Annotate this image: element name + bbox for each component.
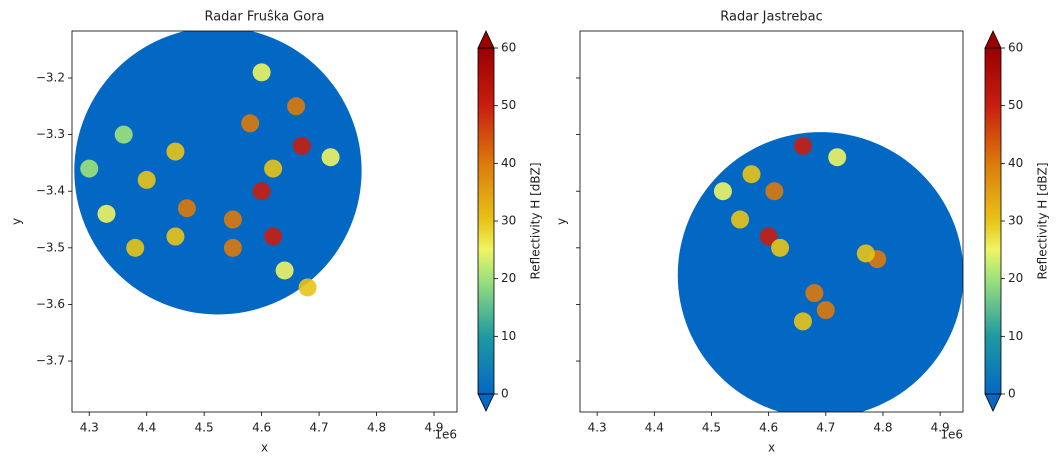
- y-tick-label: −3.2: [36, 70, 65, 84]
- colorbar: [985, 48, 1001, 394]
- colorbar-tick-label: 0: [501, 387, 509, 401]
- x-offset: 1e6: [434, 428, 457, 442]
- x-tick-label: 4.3: [588, 421, 607, 435]
- colorbar: [478, 48, 494, 394]
- x-tick-label: 4.9: [931, 421, 950, 435]
- x-tick-label: 4.4: [137, 421, 156, 435]
- echo-cell: [252, 182, 271, 201]
- colorbar-tick-label: 60: [501, 41, 516, 55]
- echo-cell: [816, 301, 835, 320]
- y-tick-label: −3.5: [36, 240, 65, 254]
- x-offset: 1e6: [940, 428, 963, 442]
- echo-cell: [114, 125, 133, 144]
- y-tick-label: −3.4: [36, 184, 65, 198]
- colorbar-tick-label: 50: [1008, 98, 1023, 112]
- x-tick-label: 4.3: [80, 421, 99, 435]
- colorbar-extend-bottom: [477, 393, 495, 412]
- x-axis-label: x: [768, 441, 775, 455]
- colorbar-tick-label: 30: [1008, 214, 1023, 228]
- x-tick-label: 4.7: [816, 421, 835, 435]
- colorbar-tick-label: 30: [501, 214, 516, 228]
- axes-frame: [579, 30, 964, 413]
- colorbar-tick-label: 60: [1008, 41, 1023, 55]
- radar-coverage: [74, 31, 362, 315]
- colorbar-label: Reflectivity H [dBZ]: [529, 162, 543, 279]
- colorbar-tick-label: 40: [501, 156, 516, 170]
- echo-cell: [771, 238, 790, 257]
- colorbar-tick-label: 40: [1008, 156, 1023, 170]
- x-tick-label: 4.9: [424, 421, 443, 435]
- x-axis-label: x: [261, 441, 268, 455]
- colorbar-tick-label: 50: [501, 98, 516, 112]
- echo-cell: [166, 227, 185, 246]
- colorbar-label: Reflectivity H [dBZ]: [1036, 162, 1050, 279]
- colorbar-tick-label: 20: [501, 271, 516, 285]
- y-tick-label: −3.7: [36, 354, 65, 368]
- echo-cell: [287, 97, 306, 116]
- echo-cell: [805, 284, 824, 303]
- colorbar-tick-label: 0: [1008, 387, 1016, 401]
- y-axis-label: y: [555, 218, 569, 225]
- x-tick-label: 4.6: [759, 421, 778, 435]
- radar-coverage: [677, 132, 963, 412]
- x-tick-label: 4.8: [873, 421, 892, 435]
- echo-cell: [80, 159, 99, 178]
- echo-cell: [177, 199, 196, 218]
- echo-cell: [292, 136, 311, 155]
- colorbar-extend-bottom: [984, 393, 1002, 412]
- echo-cell: [793, 136, 812, 155]
- echo-cell: [223, 210, 242, 229]
- axes-frame: [71, 30, 458, 413]
- x-tick-label: 4.7: [310, 421, 329, 435]
- colorbar-extend-top: [477, 30, 495, 49]
- colorbar-tick-label: 20: [1008, 271, 1023, 285]
- x-tick-label: 4.8: [367, 421, 386, 435]
- x-tick-label: 4.6: [252, 421, 271, 435]
- echo-cell: [252, 63, 271, 82]
- panel-title: Radar Fruŝka Gora: [204, 10, 324, 25]
- panel-title: Radar Jastrebac: [720, 10, 823, 25]
- x-tick-label: 4.4: [645, 421, 664, 435]
- echo-cell: [321, 148, 340, 167]
- colorbar-tick-label: 10: [501, 329, 516, 343]
- echo-cell: [241, 114, 260, 133]
- colorbar-tick-label: 10: [1008, 329, 1023, 343]
- echo-cell: [298, 278, 317, 297]
- echo-cell: [856, 244, 875, 263]
- echo-cell: [275, 261, 294, 280]
- echo-cell: [223, 238, 242, 257]
- echo-cell: [126, 238, 145, 257]
- echo-cell: [264, 227, 283, 246]
- echo-cell: [731, 210, 750, 229]
- echo-cell: [264, 159, 283, 178]
- plot-area: [677, 132, 963, 412]
- y-axis-label: y: [10, 218, 24, 225]
- plot-area: [74, 31, 362, 315]
- echo-cell: [713, 182, 732, 201]
- x-tick-label: 4.5: [702, 421, 721, 435]
- x-tick-label: 4.5: [195, 421, 214, 435]
- colorbar-extend-top: [984, 30, 1002, 49]
- echo-cell: [759, 227, 778, 246]
- echo-cell: [97, 204, 116, 223]
- echo-cell: [765, 182, 784, 201]
- echo-cell: [742, 165, 761, 184]
- echo-cell: [793, 312, 812, 331]
- echo-cell: [166, 142, 185, 161]
- echo-cell: [828, 148, 847, 167]
- echo-cell: [137, 170, 156, 189]
- y-tick-label: −3.6: [36, 297, 65, 311]
- y-tick-label: −3.3: [36, 127, 65, 141]
